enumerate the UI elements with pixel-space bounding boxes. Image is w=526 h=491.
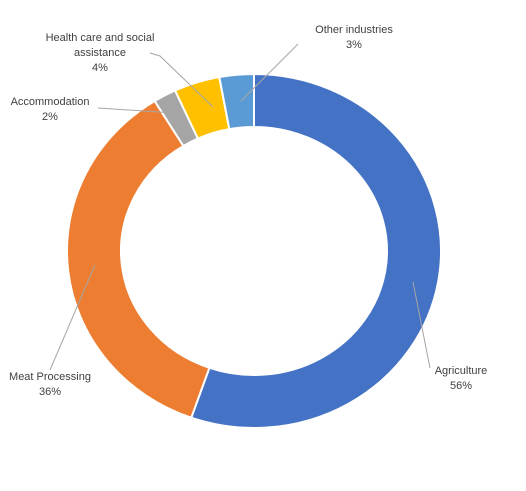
leader-line (49, 264, 96, 371)
category-label: Agriculture (434, 365, 488, 377)
value-label: 56% (449, 380, 473, 392)
data-label: Accommodation 2% (0, 95, 100, 125)
donut-segment (66, 99, 211, 420)
data-label: Other industries 3% (304, 23, 404, 53)
value-label: 2% (42, 111, 58, 123)
category-label: Meat Processing (9, 371, 91, 383)
leader-line (240, 43, 299, 102)
value-label: 4% (92, 62, 108, 74)
donut-segment (218, 72, 255, 131)
leader-line (149, 52, 214, 108)
data-label: Health care and social assistance 4% (45, 31, 155, 76)
value-label: 36% (38, 386, 62, 398)
leader-line (97, 107, 176, 114)
category-label: Accommodation (10, 96, 90, 108)
data-label: Meat Processing 36% (0, 370, 100, 400)
category-label: Health care and social assistance (45, 32, 155, 59)
data-label: Agriculture 56% (421, 364, 501, 394)
category-label: Other industries (315, 24, 393, 36)
leader-line (412, 281, 431, 369)
donut-segment (189, 72, 442, 429)
value-label: 3% (346, 39, 362, 51)
